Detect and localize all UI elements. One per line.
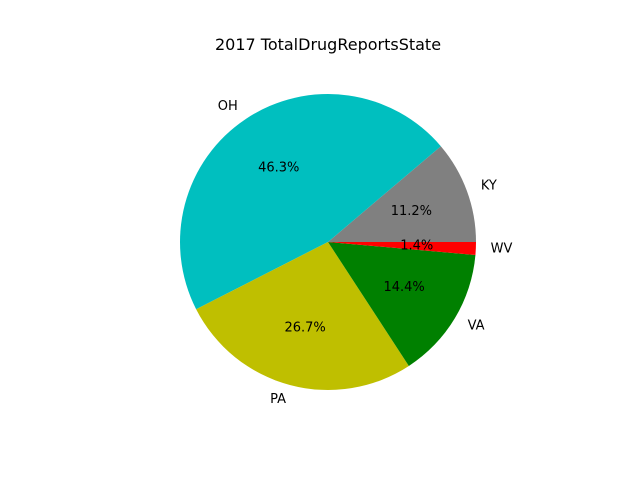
slice-pa	[196, 242, 409, 390]
slice-ky	[328, 146, 476, 242]
pct-label-pa: 26.7%	[284, 320, 325, 335]
chart-title: 2017 TotalDrugReportsState	[215, 35, 441, 54]
pct-label-oh: 46.3%	[258, 161, 299, 176]
slice-label-ky: KY	[481, 178, 497, 193]
pie-labels: KY 11.2% OH 46.3% PA 26.7% VA 14.4% WV 1.4%	[218, 99, 513, 407]
pie-slices	[180, 94, 477, 390]
slice-wv	[328, 242, 477, 255]
pct-label-wv: 1.4%	[400, 238, 433, 253]
slice-oh	[180, 94, 441, 310]
slice-label-va: VA	[468, 318, 485, 333]
slice-label-pa: PA	[270, 392, 286, 407]
pct-label-va: 14.4%	[383, 280, 424, 295]
slice-label-oh: OH	[218, 99, 238, 114]
pct-label-ky: 11.2%	[391, 204, 432, 219]
slice-label-wv: WV	[491, 242, 513, 257]
slice-va	[328, 242, 476, 366]
